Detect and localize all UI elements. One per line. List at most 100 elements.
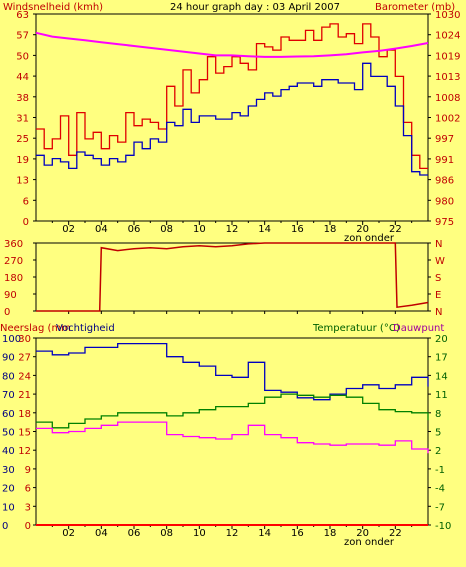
humidity-panel-x-tick-label: 14	[258, 528, 271, 539]
wind-axis-right-tick-label: 1013	[435, 72, 460, 83]
humidity-axis-left-tick-label: 27	[18, 353, 31, 364]
wind-axis-left-tick-label: 6	[23, 196, 29, 207]
vochtigheid-axis-label: Vochtigheid	[56, 323, 115, 334]
wind-panel-sunset-label: zon onder	[344, 233, 395, 244]
direction-axis-right-tick-label: E	[435, 290, 441, 301]
humidity-axis-left-tick-label: 10	[2, 502, 15, 513]
humidity-panel-x-tick-label: 18	[324, 528, 337, 539]
humidity-panel-x-tick-label: 22	[389, 528, 402, 539]
humidity-axis-left-tick-label: 0	[25, 521, 31, 532]
humidity-panel-sunset-label: zon onder	[344, 537, 395, 548]
wind-panel-x-tick-label: 06	[128, 224, 141, 235]
barometer-line	[35, 31, 429, 58]
direction-axis-right-tick-label: N	[435, 239, 442, 250]
direction-axis-left-tick-label: 180	[4, 273, 23, 284]
wind-panel-x-tick-label: 22	[389, 224, 402, 235]
humidity-axis-left-tick-label: 21	[18, 390, 31, 401]
humidity-axis-left-tick-label: 0	[2, 521, 8, 532]
wind-axis-label: Windsnelheid (kmh)	[3, 2, 103, 13]
direction-line	[36, 242, 429, 312]
humidity-panel-x-tick-label: 02	[62, 528, 75, 539]
direction-axis-left-tick-label: 270	[4, 256, 23, 267]
wind-axis-left-tick-label: 50	[16, 51, 29, 62]
humidity-axis-left-tick-label: 30	[2, 465, 15, 476]
wind-panel-x-tick-label: 18	[324, 224, 337, 235]
wind-axis-right-tick-label: 997	[435, 134, 454, 145]
humidity-panel-x-tick-label: 16	[291, 528, 304, 539]
wind-axis-right-tick-label: 1024	[435, 31, 460, 42]
wind-panel-x-tick-label: 12	[226, 224, 239, 235]
humidity-axis-left-tick-label: 30	[18, 334, 31, 345]
wind-axis-left-tick-label: 38	[16, 93, 29, 104]
direction-axis-right-tick-label: W	[435, 256, 445, 267]
direction-axis-left-tick-label: 0	[4, 307, 10, 318]
humidity-axis-left-tick-label: 60	[2, 409, 15, 420]
wind-axis-right-tick-label: 1002	[435, 114, 460, 125]
wind-axis-right-tick-label: 986	[435, 176, 454, 187]
humidity-axis-left-tick-label: 24	[18, 371, 31, 382]
humidity-axis-left-tick-label: 12	[18, 446, 31, 457]
direction-axis-right-tick-label: N	[435, 307, 442, 318]
wind-axis-right-tick-label: 1030	[435, 10, 460, 21]
wind-axis-right-tick-label: 1008	[435, 93, 460, 104]
humidity-axis-left-tick-label: 50	[2, 428, 15, 439]
wind-axis-left-tick-label: 57	[16, 31, 29, 42]
humidity-panel-x-tick-label: 06	[128, 528, 141, 539]
wind-panel-x-tick-label: 20	[356, 224, 369, 235]
wind-axis-left-tick-label: 13	[16, 176, 29, 187]
gust-line	[36, 23, 428, 170]
dauwpunt-axis-label: Dauwpunt	[393, 323, 444, 334]
humidity-axis-right-tick-label: 5	[435, 428, 441, 439]
humidity-axis-right-tick-label: -10	[435, 521, 451, 532]
wind-axis-right-tick-label: 1019	[435, 51, 460, 62]
humidity-axis-left-tick-label: 80	[2, 371, 15, 382]
wind-panel-x-tick-label: 10	[193, 224, 206, 235]
chart-title: 24 hour graph day : 03 April 2007	[170, 2, 340, 13]
humidity-panel-x-tick-label: 08	[160, 528, 173, 539]
humidity-panel-x-tick-label: 10	[193, 528, 206, 539]
wind-axis-right-tick-label: 980	[435, 196, 454, 207]
humidity-axis-right-tick-label: 17	[435, 353, 448, 364]
humidity-line	[36, 342, 429, 401]
direction-axis-left-tick-label: 360	[4, 239, 23, 250]
humidity-axis-left-tick-label: 3	[25, 502, 31, 513]
humidity-axis-right-tick-label: -1	[435, 465, 445, 476]
barometer-axis-label: Barometer (mb)	[375, 2, 455, 13]
humidity-panel-x-tick-label: 04	[95, 528, 108, 539]
humidity-axis-left-tick-label: 20	[2, 484, 15, 495]
wind-panel-x-tick-label: 08	[160, 224, 173, 235]
wind-panel-x-tick-label: 04	[95, 224, 108, 235]
humidity-axis-left-tick-label: 9	[25, 465, 31, 476]
wind-axis-right-tick-label: 991	[435, 155, 454, 166]
humidity-axis-left-tick-label: 100	[2, 334, 21, 345]
humidity-axis-right-tick-label: -4	[435, 484, 445, 495]
wind-axis-right-tick-label: 975	[435, 217, 454, 228]
humidity-panel-x-tick-label: 20	[356, 528, 369, 539]
humidity-axis-left-tick-label: 15	[18, 428, 31, 439]
humidity-axis-right-tick-label: 14	[435, 371, 448, 382]
wind-axis-left-tick-label: 19	[16, 155, 29, 166]
temperatuur-axis-label: Temperatuur (°C)	[312, 323, 400, 334]
humidity-axis-right-tick-label: -7	[435, 502, 445, 513]
dewpoint-line	[36, 421, 429, 454]
humidity-panel-x-tick-label: 12	[226, 528, 239, 539]
direction-axis-left-tick-label: 90	[4, 290, 17, 301]
wind-panel-x-tick-label: 02	[62, 224, 75, 235]
wind-axis-left-tick-label: 25	[16, 134, 29, 145]
wind-panel-x-tick-label: 16	[291, 224, 304, 235]
wind-line	[36, 62, 428, 176]
neerslag-axis-label: Neerslag (mm	[0, 323, 71, 334]
wind-axis-left-tick-label: 0	[23, 217, 29, 228]
direction-axis-right-tick-label: S	[435, 273, 441, 284]
wind-axis-left-tick-label: 44	[16, 72, 29, 83]
humidity-axis-right-tick-label: 2	[435, 446, 441, 457]
humidity-axis-right-tick-label: 20	[435, 334, 448, 345]
humidity-axis-right-tick-label: 8	[435, 409, 441, 420]
wind-axis-left-tick-label: 31	[16, 114, 29, 125]
wind-axis-left-tick-label: 63	[16, 10, 29, 21]
humidity-axis-right-tick-label: 11	[435, 390, 448, 401]
humidity-axis-left-tick-label: 40	[2, 446, 15, 457]
